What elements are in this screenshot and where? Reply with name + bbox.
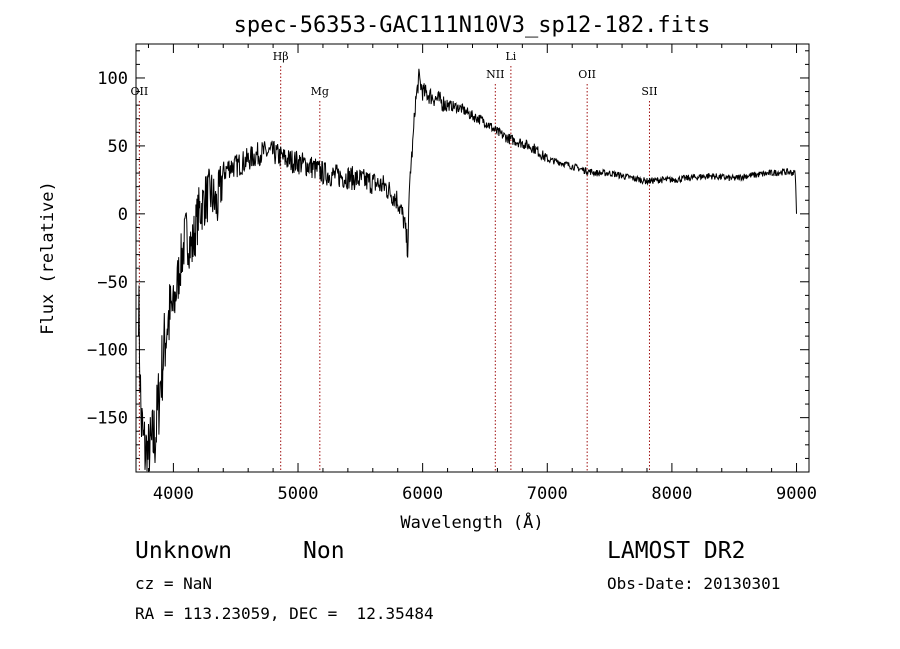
x-tick-label: 6000 — [402, 484, 443, 504]
y-tick-label: 100 — [97, 69, 128, 89]
x-tick-label: 8000 — [651, 484, 692, 504]
y-tick-label: −150 — [87, 409, 128, 429]
y-axis-label: Flux (relative) — [38, 181, 58, 335]
line-marker-label: SII — [641, 85, 657, 98]
line-marker-label: OII — [578, 68, 596, 81]
survey-name: LAMOST DR2 — [607, 538, 746, 564]
line-marker-label: Li — [505, 50, 516, 63]
coordinates-text: RA = 113.23059, DEC = 12.35484 — [135, 604, 434, 623]
spectrum-chart: spec-56353-GAC111N10V3_sp12-182.fits 400… — [38, 13, 817, 533]
redshift-text: cz = NaN — [135, 574, 213, 593]
y-tick-label: −50 — [97, 273, 128, 293]
x-tick-label: 4000 — [153, 484, 194, 504]
x-tick-label: 7000 — [527, 484, 568, 504]
y-axis: −150 −100 −50 0 50 100 — [87, 50, 809, 459]
line-marker-label: OII — [131, 85, 149, 98]
y-tick-label: −100 — [87, 341, 128, 361]
x-tick-label: 5000 — [278, 484, 319, 504]
plot-frame — [135, 43, 810, 473]
y-tick-label: 50 — [108, 137, 128, 157]
x-axis-label: Wavelength (Å) — [400, 511, 543, 533]
object-subclass: Non — [303, 538, 345, 564]
object-class: Unknown — [135, 538, 232, 564]
flux-series-line — [138, 68, 797, 472]
line-marker-label: Mg — [311, 85, 329, 98]
x-axis: 4000 5000 6000 7000 8000 9000 — [147, 44, 817, 504]
line-marker-label: Hβ — [273, 50, 289, 63]
y-tick-label: 0 — [118, 205, 128, 225]
observation-date: Obs-Date: 20130301 — [607, 574, 781, 593]
line-marker-label: NII — [486, 68, 504, 81]
chart-title: spec-56353-GAC111N10V3_sp12-182.fits — [234, 13, 711, 38]
x-tick-label: 9000 — [776, 484, 817, 504]
